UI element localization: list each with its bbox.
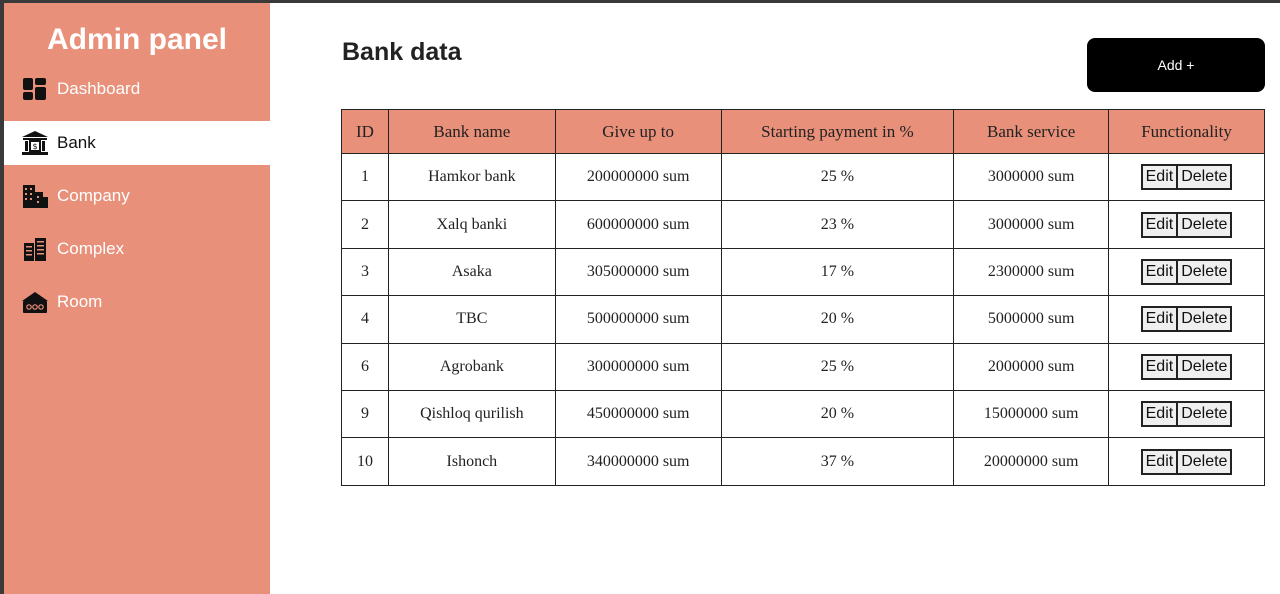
column-header-id: ID (341, 109, 389, 154)
cell-give-up-to: 300000000 sum (554, 342, 722, 391)
sidebar: Admin panel Dashboard $ Bank Company Com… (4, 3, 270, 594)
cell-bank-service: 20000000 sum (953, 437, 1110, 486)
cell-bank-name: Qishloq qurilish (387, 389, 556, 439)
cell-give-up-to: 340000000 sum (554, 437, 722, 486)
cell-id: 3 (341, 247, 389, 297)
window-left-border (0, 0, 4, 594)
cell-bank-name: Asaka (387, 247, 556, 297)
table-header-row: ID Bank name Give up to Starting payment… (341, 109, 1265, 154)
page-title: Bank data (342, 38, 462, 66)
cell-functionality: Edit Delete (1108, 152, 1265, 202)
cell-starting-payment: 23 % (720, 200, 955, 249)
cell-id: 4 (341, 295, 389, 344)
cell-bank-name: Ishonch (387, 437, 556, 486)
cell-give-up-to: 200000000 sum (554, 152, 722, 202)
sidebar-item-dashboard[interactable]: Dashboard (4, 67, 270, 111)
bank-icon: $ (21, 129, 49, 157)
cell-bank-name: Agrobank (387, 342, 556, 391)
cell-id: 10 (341, 437, 389, 486)
edit-button[interactable]: Edit (1140, 211, 1179, 238)
table-row: 3 Asaka 305000000 sum 17 % 2300000 sum E… (341, 247, 1265, 297)
sidebar-item-bank[interactable]: $ Bank (4, 121, 270, 165)
cell-bank-service: 5000000 sum (953, 295, 1110, 344)
edit-button[interactable]: Edit (1140, 448, 1179, 475)
bank-table: ID Bank name Give up to Starting payment… (341, 109, 1265, 486)
table-row: 10 Ishonch 340000000 sum 37 % 20000000 s… (341, 437, 1265, 486)
edit-button[interactable]: Edit (1140, 164, 1179, 191)
cell-starting-payment: 37 % (720, 437, 955, 486)
delete-button[interactable]: Delete (1176, 448, 1233, 475)
cell-starting-payment: 25 % (720, 342, 955, 391)
edit-button[interactable]: Edit (1140, 306, 1179, 333)
svg-text:$: $ (32, 142, 37, 151)
cell-bank-service: 2000000 sum (953, 342, 1110, 391)
sidebar-title: Admin panel (46, 23, 227, 56)
edit-button[interactable]: Edit (1140, 353, 1179, 380)
dashboard-icon (21, 75, 49, 103)
cell-bank-service: 15000000 sum (953, 389, 1110, 439)
delete-button[interactable]: Delete (1176, 211, 1233, 238)
table-row: 2 Xalq banki 600000000 sum 23 % 3000000 … (341, 200, 1265, 249)
cell-id: 2 (341, 200, 389, 249)
table-row: 9 Qishloq qurilish 450000000 sum 20 % 15… (341, 389, 1265, 439)
cell-give-up-to: 500000000 sum (554, 295, 722, 344)
cell-bank-service: 2300000 sum (953, 247, 1110, 297)
edit-button[interactable]: Edit (1140, 258, 1179, 285)
cell-functionality: Edit Delete (1108, 342, 1265, 391)
delete-button[interactable]: Delete (1176, 306, 1233, 333)
cell-give-up-to: 600000000 sum (554, 200, 722, 249)
cell-functionality: Edit Delete (1108, 295, 1265, 344)
sidebar-item-label: Complex (57, 239, 125, 258)
cell-functionality: Edit Delete (1108, 200, 1265, 249)
sidebar-item-label: Company (57, 186, 130, 205)
sidebar-item-complex[interactable]: Complex (4, 227, 270, 271)
sidebar-item-company[interactable]: Company (4, 174, 270, 218)
cell-starting-payment: 20 % (720, 295, 955, 344)
sidebar-item-label: Bank (57, 133, 96, 152)
cell-starting-payment: 17 % (720, 247, 955, 297)
sidebar-item-label: Room (57, 292, 103, 311)
cell-give-up-to: 450000000 sum (554, 389, 722, 439)
table-row: 1 Hamkor bank 200000000 sum 25 % 3000000… (341, 152, 1265, 202)
delete-button[interactable]: Delete (1176, 258, 1233, 285)
delete-button[interactable]: Delete (1176, 401, 1233, 428)
add-button[interactable]: Add + (1087, 38, 1265, 92)
cell-bank-name: Hamkor bank (387, 152, 556, 202)
cell-id: 9 (341, 389, 389, 439)
window-top-border (0, 0, 1280, 3)
cell-bank-service: 3000000 sum (953, 200, 1110, 249)
cell-bank-name: Xalq banki (387, 200, 556, 249)
cell-id: 1 (341, 152, 389, 202)
cell-bank-service: 3000000 sum (953, 152, 1110, 202)
cell-functionality: Edit Delete (1108, 437, 1265, 486)
cell-functionality: Edit Delete (1108, 247, 1265, 297)
column-header-functionality: Functionality (1108, 109, 1265, 154)
delete-button[interactable]: Delete (1176, 353, 1233, 380)
complex-icon (21, 235, 49, 263)
cell-functionality: Edit Delete (1108, 389, 1265, 439)
column-header-bank-name: Bank name (387, 109, 556, 154)
cell-starting-payment: 25 % (720, 152, 955, 202)
room-icon (21, 288, 49, 316)
column-header-give-up-to: Give up to (554, 109, 722, 154)
cell-id: 6 (341, 342, 389, 391)
cell-give-up-to: 305000000 sum (554, 247, 722, 297)
cell-starting-payment: 20 % (720, 389, 955, 439)
sidebar-item-label: Dashboard (57, 79, 141, 98)
delete-button[interactable]: Delete (1176, 164, 1233, 191)
column-header-starting-payment: Starting payment in % (720, 109, 955, 154)
table-row: 6 Agrobank 300000000 sum 25 % 2000000 su… (341, 342, 1265, 391)
table-row: 4 TBC 500000000 sum 20 % 5000000 sum Edi… (341, 295, 1265, 344)
column-header-bank-service: Bank service (953, 109, 1110, 154)
edit-button[interactable]: Edit (1140, 401, 1179, 428)
cell-bank-name: TBC (387, 295, 556, 344)
sidebar-item-room[interactable]: Room (4, 280, 270, 324)
building-icon (21, 182, 49, 210)
